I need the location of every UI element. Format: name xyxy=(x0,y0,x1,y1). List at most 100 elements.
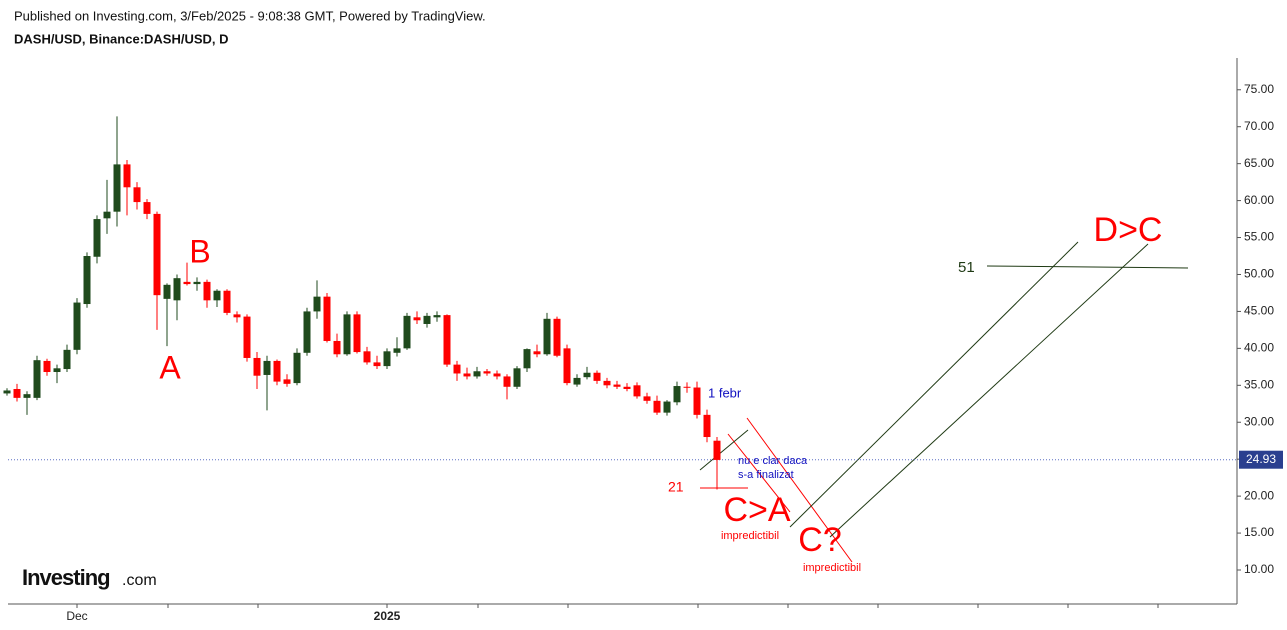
candle-body xyxy=(183,281,191,285)
candle-body xyxy=(343,314,351,355)
y-tick-label: 45.00 xyxy=(1244,304,1274,318)
annotation: B xyxy=(189,233,210,269)
annotation: 1 febr xyxy=(708,385,742,400)
candle-body xyxy=(523,349,531,369)
y-tick-label: 30.00 xyxy=(1244,414,1274,428)
candle-body xyxy=(223,290,231,313)
annotation: 51 xyxy=(958,259,975,276)
candle-body xyxy=(3,390,11,394)
candle-body xyxy=(653,400,661,413)
logo-suffix: .com xyxy=(122,572,157,589)
y-tick-label: 15.00 xyxy=(1244,525,1274,539)
candle-body xyxy=(23,394,31,398)
candle-body xyxy=(103,211,111,219)
candle-body xyxy=(53,368,61,373)
y-tick-label: 20.00 xyxy=(1244,488,1274,502)
candle-body xyxy=(673,386,681,403)
y-tick-label: 35.00 xyxy=(1244,377,1274,391)
annotation: D>C xyxy=(1094,211,1163,249)
candle-body xyxy=(163,284,171,299)
candle-body xyxy=(213,290,221,301)
candle-body xyxy=(663,401,671,413)
last-price-label: 24.93 xyxy=(1246,452,1276,466)
candle-body xyxy=(623,386,631,389)
x-tick-label: 2025 xyxy=(374,609,401,623)
candle-body xyxy=(603,380,611,386)
candle-body xyxy=(533,351,541,355)
candle-body xyxy=(643,396,651,401)
annotation: C? xyxy=(798,521,841,559)
candle-body xyxy=(573,377,581,385)
published-note: Published on Investing.com, 3/Feb/2025 -… xyxy=(14,8,486,23)
logo-brand: Investing xyxy=(22,565,110,590)
candle-body xyxy=(13,388,21,398)
candle-body xyxy=(243,316,251,358)
candle-body xyxy=(73,302,81,350)
candle-body xyxy=(33,360,41,398)
candle-body xyxy=(543,318,551,355)
x-tick-label: Dec xyxy=(66,609,87,623)
candle-body xyxy=(143,202,151,214)
annotation: s-a finalizat xyxy=(738,469,794,481)
candle-body xyxy=(43,360,51,373)
candle-body xyxy=(403,315,411,349)
candle-body xyxy=(383,351,391,367)
candle-body xyxy=(693,387,701,415)
candle-body xyxy=(323,296,331,341)
candle-body xyxy=(333,340,341,355)
candle-body xyxy=(703,414,711,438)
candle-body xyxy=(63,349,71,370)
drawings xyxy=(699,241,1189,563)
candle-body xyxy=(113,164,121,212)
candle-body xyxy=(153,213,161,296)
candle-body xyxy=(583,372,591,378)
annotation: impredictibil xyxy=(803,562,861,574)
candle-body xyxy=(633,385,641,397)
candle-body xyxy=(193,281,201,285)
candle-body xyxy=(453,364,461,374)
last-price-box xyxy=(1239,450,1283,469)
candle-body xyxy=(443,315,451,365)
candle-body xyxy=(173,278,181,301)
candle-body xyxy=(373,362,381,367)
date-ticks xyxy=(167,604,1159,608)
annotation: impredictibil xyxy=(721,530,779,542)
y-tick-label: 40.00 xyxy=(1244,341,1274,355)
candle-body xyxy=(463,373,471,377)
candle-body xyxy=(513,368,521,387)
candle-body xyxy=(283,379,291,384)
candle-body xyxy=(273,360,281,382)
y-tick-label: 55.00 xyxy=(1244,230,1274,244)
candle-body xyxy=(253,357,261,376)
candle-body xyxy=(683,386,691,388)
candle-body xyxy=(493,373,501,377)
candle-body xyxy=(353,314,361,353)
candle-body xyxy=(473,371,481,377)
candle-body xyxy=(93,219,101,257)
candle-body xyxy=(293,352,301,384)
candle-body xyxy=(123,164,131,188)
candle-body xyxy=(133,187,141,203)
candle-body xyxy=(553,318,561,356)
candle-body xyxy=(233,314,241,318)
candle-body xyxy=(313,296,321,312)
annotation: A xyxy=(159,349,181,385)
annotation: C>A xyxy=(723,491,790,529)
candle-body xyxy=(83,256,91,305)
y-tick-label: 70.00 xyxy=(1244,119,1274,133)
candle-body xyxy=(433,315,441,318)
candle-body xyxy=(713,440,721,460)
symbol-title: DASH/USD, Binance:DASH/USD, D xyxy=(14,31,229,46)
candle-body xyxy=(503,376,511,387)
candle-body xyxy=(563,348,571,384)
candle-body xyxy=(593,372,601,381)
annotation: 21 xyxy=(668,479,684,495)
candle-body xyxy=(303,311,311,353)
y-tick-label: 10.00 xyxy=(1244,562,1274,576)
candle-body xyxy=(393,348,401,353)
candle-body xyxy=(363,351,371,363)
annotation: nu e clar daca xyxy=(738,455,808,467)
candle-body xyxy=(263,360,271,375)
y-tick-label: 75.00 xyxy=(1244,82,1274,96)
